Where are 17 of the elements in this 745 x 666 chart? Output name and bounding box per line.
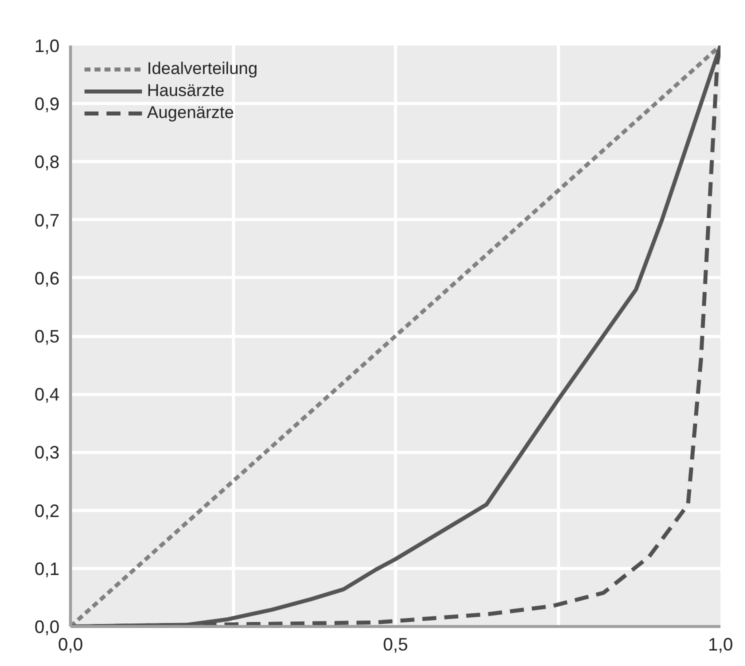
y-tick-label: 0,2 — [34, 500, 60, 521]
y-tick-label: 1,0 — [34, 36, 60, 56]
y-tick-label: 0,1 — [34, 558, 60, 579]
x-tick-label: 0,0 — [58, 634, 84, 654]
y-tick-label: 0,8 — [34, 152, 60, 172]
y-tick-label: 0,7 — [34, 210, 60, 230]
y-tick-label: 0,0 — [34, 617, 60, 637]
x-tick-label: 0,5 — [382, 634, 408, 654]
y-tick-label: 0,9 — [34, 94, 60, 114]
y-tick-label: 0,4 — [34, 384, 60, 405]
x-tick-label: 1,0 — [708, 634, 734, 654]
legend-label: Idealverteilung — [147, 59, 258, 79]
y-tick-label: 0,6 — [34, 268, 60, 288]
legend-label: Augenärzte — [147, 103, 234, 123]
y-tick-label: 0,5 — [34, 326, 60, 346]
legend-label: Hausärzte — [147, 81, 224, 101]
y-tick-label: 0,3 — [34, 442, 60, 463]
